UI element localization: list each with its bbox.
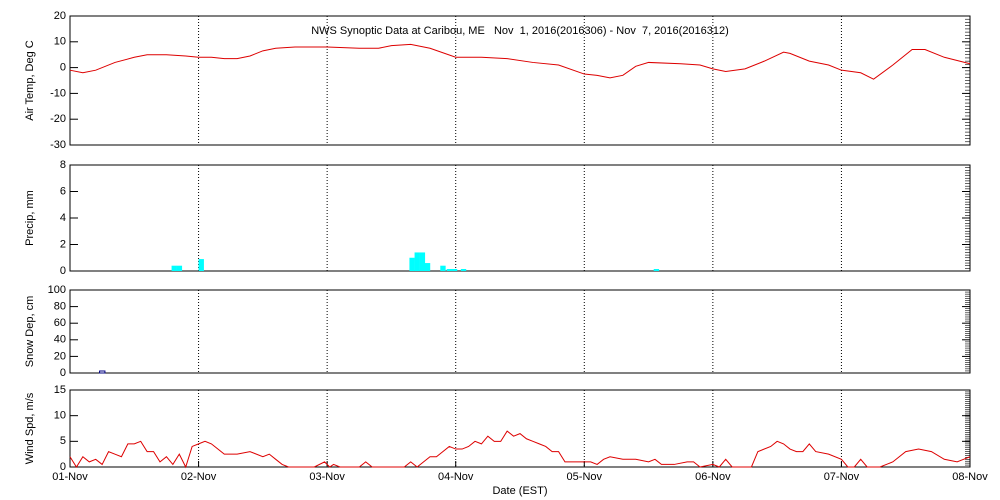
y-tick-label: 80	[54, 301, 66, 313]
y-tick-label: 15	[54, 384, 66, 396]
x-tick-label: 06-Nov	[695, 471, 731, 483]
bar	[171, 265, 177, 271]
x-axis-label: Date (EST)	[492, 485, 547, 497]
line-series	[69, 43, 971, 80]
x-tick-label: 07-Nov	[824, 471, 860, 483]
bar	[419, 252, 426, 271]
bar	[653, 269, 660, 271]
chart-title: NWS Synoptic Data at Caribou, ME Nov 1, …	[311, 25, 729, 37]
plot-frame	[69, 289, 971, 374]
y-axis-label: Wind Spd, m/s	[24, 392, 36, 464]
plot-frame	[69, 164, 971, 272]
y-tick-label: 5	[60, 435, 66, 447]
bar	[460, 269, 467, 271]
y-tick-label: 6	[60, 185, 66, 197]
bar	[409, 257, 415, 271]
y-tick-label: 4	[60, 212, 66, 224]
bar	[440, 265, 446, 271]
y-tick-label: 20	[54, 10, 66, 22]
y-tick-label: 20	[54, 350, 66, 362]
x-tick-label: 04-Nov	[438, 471, 474, 483]
y-tick-label: 2	[60, 238, 66, 250]
line-series	[69, 430, 971, 469]
y-tick-label: 10	[54, 36, 66, 48]
x-tick-label: 02-Nov	[181, 471, 217, 483]
bar	[198, 259, 204, 271]
bar	[451, 269, 458, 271]
y-tick-label: -30	[50, 139, 66, 151]
x-tick-label: 03-Nov	[309, 471, 345, 483]
plot-frame	[69, 389, 971, 468]
y-tick-label: 10	[54, 410, 66, 422]
x-tick-label: 08-Nov	[952, 471, 988, 483]
x-tick-label: 05-Nov	[567, 471, 603, 483]
y-tick-label: -20	[50, 113, 66, 125]
bar	[414, 252, 420, 271]
y-tick-label: 60	[54, 317, 66, 329]
x-tick-label: 01-Nov	[52, 471, 88, 483]
bar	[446, 269, 453, 271]
y-tick-label: 40	[54, 334, 66, 346]
y-tick-label: 0	[60, 265, 66, 277]
y-tick-label: 8	[60, 159, 66, 171]
y-tick-label: 100	[48, 284, 66, 296]
y-tick-label: -10	[50, 87, 66, 99]
y-axis-label: Precip, mm	[24, 190, 36, 246]
bar	[176, 265, 183, 271]
y-axis-label: Air Temp, Deg C	[24, 40, 36, 121]
y-tick-label: 0	[60, 367, 66, 379]
bar	[99, 370, 106, 374]
y-tick-label: 0	[60, 62, 66, 74]
bar	[424, 263, 431, 271]
y-axis-label: Snow Dep, cm	[24, 296, 36, 368]
y-tick-label: 0	[60, 461, 66, 473]
